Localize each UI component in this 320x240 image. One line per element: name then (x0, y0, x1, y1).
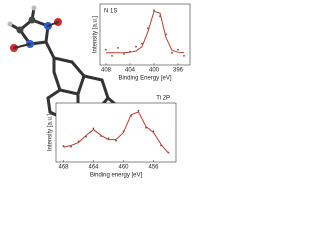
x-tick-label: 408 (101, 68, 112, 74)
x-tick-label: 460 (118, 165, 129, 171)
data-point (137, 109, 140, 112)
y-axis-label: Intensity [a.u.] (93, 15, 99, 53)
x-tick-label: 396 (173, 68, 184, 74)
plot-frame (55, 102, 177, 163)
data-point (62, 145, 65, 147)
x-tick-label: 400 (149, 68, 160, 74)
data-point (123, 53, 125, 55)
data-point (105, 48, 107, 51)
data-point (70, 145, 72, 148)
data-point (177, 48, 179, 51)
x-axis-label: Binding energy [eV] (90, 173, 143, 179)
data-point (115, 139, 117, 142)
x-tick-label: 468 (58, 165, 69, 171)
x-axis-label: Binding Energy [eV] (118, 76, 171, 82)
data-point (135, 45, 137, 48)
x-tick-label: 464 (88, 165, 99, 171)
data-point (183, 54, 185, 57)
x-tick-label: 456 (148, 165, 159, 171)
annotation: N 1S (104, 9, 117, 15)
data-point (141, 42, 143, 45)
data-point (111, 54, 113, 57)
annotation: Ti 2P (156, 96, 170, 102)
plot-frame (99, 3, 191, 66)
data-point (117, 47, 119, 49)
data-point (171, 51, 173, 54)
fit-line (63, 111, 169, 154)
fit-line (106, 10, 185, 54)
data-point (92, 127, 95, 130)
data-point (153, 9, 155, 12)
y-axis-label: Intensity [a.u.] (48, 113, 54, 151)
x-tick-label: 404 (125, 68, 136, 74)
page: 408 404 400 396 Binding Energy [eV] Intensity… (7, 3, 191, 179)
